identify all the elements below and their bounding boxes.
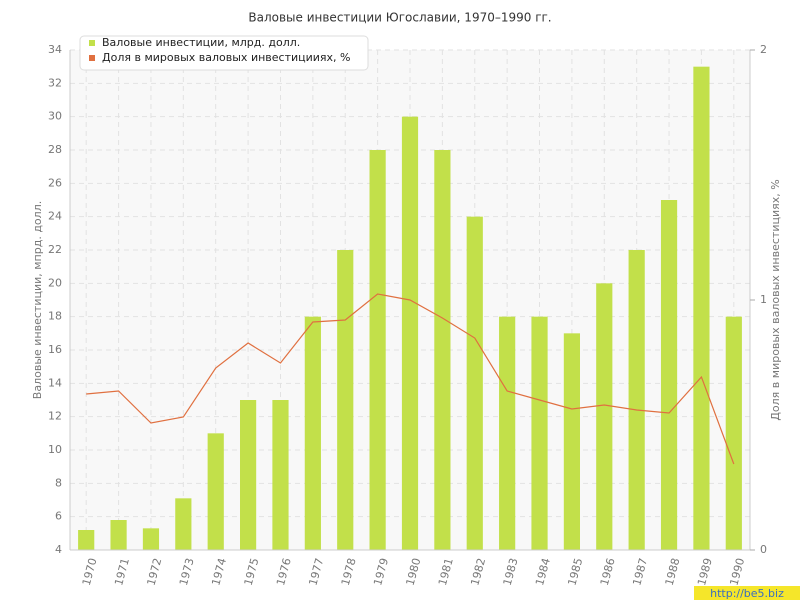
y-tick-label: 12 (48, 410, 62, 423)
y-tick-label: 22 (48, 243, 62, 256)
bar (563, 333, 580, 550)
y-tick-label: 6 (55, 510, 62, 523)
bar (628, 250, 645, 550)
bar (596, 283, 613, 550)
x-tick-label: 1981 (436, 557, 456, 587)
y2-tick-label: 0 (760, 543, 767, 556)
x-tick-label: 1988 (663, 557, 683, 587)
y-tick-label: 14 (48, 376, 62, 389)
bar (369, 150, 386, 550)
y2-tick-label: 2 (760, 43, 767, 56)
bar (110, 520, 127, 550)
x-tick-label: 1985 (566, 557, 586, 587)
bar (142, 528, 160, 550)
legend-box (79, 35, 369, 71)
x-tick-label: 1980 (404, 557, 424, 587)
x-tick-label: 1970 (80, 557, 100, 587)
x-tick-label: 1973 (177, 557, 197, 587)
bar (434, 150, 451, 550)
bar (272, 400, 289, 550)
x-tick-label: 1975 (242, 557, 262, 587)
bar (78, 530, 95, 550)
legend-swatch (89, 55, 95, 61)
x-tick-label: 1976 (274, 557, 294, 587)
y-tick-label: 16 (48, 343, 62, 356)
y-axis-label: Валовые инвестиции, мпрд. долл. (31, 201, 44, 399)
bar (304, 316, 321, 550)
y-tick-label: 4 (55, 543, 62, 556)
bar (725, 316, 742, 550)
x-tick-label: 1984 (533, 557, 553, 587)
y2-tick-label: 1 (760, 293, 767, 306)
y-tick-label: 28 (48, 143, 62, 156)
y-tick-label: 34 (48, 43, 62, 56)
bar (240, 400, 257, 550)
bar (207, 433, 224, 550)
bar (466, 216, 483, 550)
x-tick-label: 1972 (145, 557, 165, 587)
x-tick-label: 1983 (501, 557, 521, 587)
bar (693, 66, 710, 551)
legend-swatch (89, 40, 95, 46)
x-tick-label: 1982 (468, 557, 488, 587)
legend-label: Валовые инвестиции, млрд. долл. (102, 36, 300, 49)
watermark-bg (694, 586, 800, 600)
marks (78, 66, 742, 551)
x-tick-label: 1971 (112, 557, 132, 587)
legend: Валовые инвестиции, млрд. долл. Доля в м… (79, 35, 369, 71)
x-tick-label: 1974 (209, 557, 229, 587)
line (86, 293, 735, 465)
y-tick-label: 30 (48, 110, 62, 123)
chart-title: Валовые инвестиции Югославии, 1970–1990 … (248, 11, 551, 25)
y-tick-label: 32 (48, 76, 62, 89)
bar (531, 316, 548, 550)
watermark: http://be5.biz (710, 587, 784, 600)
y2-axis-label: Доля в мировых валовых инвестициях, % (769, 179, 782, 420)
bar (660, 200, 678, 550)
x-tick-label: 1977 (306, 557, 326, 587)
x-tick-label: 1978 (339, 557, 359, 587)
x-tick-label: 1990 (727, 557, 747, 587)
bar (499, 316, 516, 550)
y-tick-label: 18 (48, 310, 62, 323)
bar (401, 116, 419, 551)
bar (337, 250, 354, 550)
y-tick-label: 10 (48, 443, 62, 456)
y-tick-label: 20 (48, 276, 62, 289)
y-tick-label: 8 (55, 476, 62, 489)
y-tick-label: 26 (48, 176, 62, 189)
bar (175, 498, 192, 550)
x-tick-label: 1986 (598, 557, 618, 587)
x-tick-label: 1989 (695, 557, 715, 587)
x-tick-label: 1979 (371, 557, 391, 587)
y-tick-label: 24 (48, 210, 62, 223)
x-tick-label: 1987 (630, 557, 650, 587)
legend-label: Доля в мировых валовых инвестицииях, % (102, 51, 351, 64)
